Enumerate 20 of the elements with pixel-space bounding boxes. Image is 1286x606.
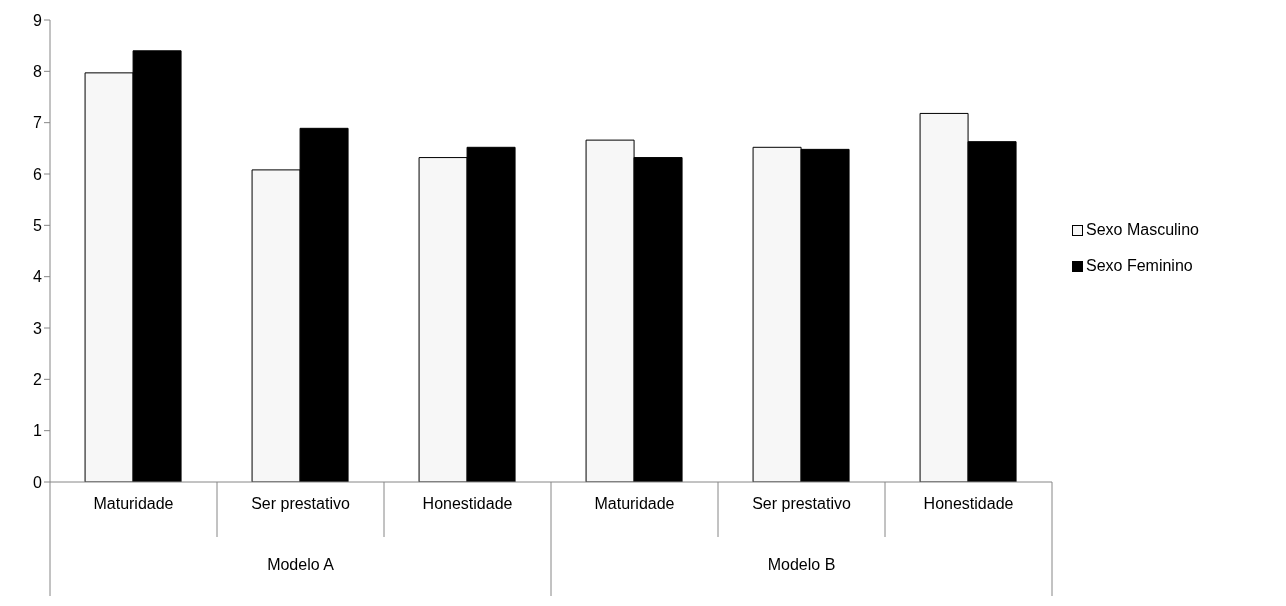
x-tick-label: Maturidade — [594, 495, 675, 513]
y-tick-label: 0 — [33, 473, 43, 491]
legend-label: Sexo Masculino — [1086, 221, 1199, 239]
y-tick-label: 9 — [33, 11, 43, 29]
x-tick-label: Honestidade — [923, 495, 1014, 513]
y-tick-label: 4 — [33, 268, 43, 286]
y-tick-label: 6 — [33, 165, 43, 183]
y-tick-label: 2 — [33, 371, 43, 389]
y-tick-label: 8 — [33, 63, 43, 81]
x-tick-label: Ser prestativo — [752, 495, 851, 513]
text: Modelo A — [267, 556, 335, 573]
text: Modelo B — [767, 556, 836, 573]
y-tick-label: 1 — [33, 422, 43, 440]
x-tick-label: Honestidade — [422, 495, 513, 513]
x-tick-label: Ser prestativo — [251, 495, 350, 513]
legend-label: Sexo Feminino — [1086, 257, 1193, 275]
y-tick-label: 5 — [33, 217, 43, 235]
y-tick-label: 7 — [33, 114, 43, 132]
y-tick-label: 3 — [33, 319, 43, 337]
x-tick-label: Maturidade — [93, 495, 174, 513]
